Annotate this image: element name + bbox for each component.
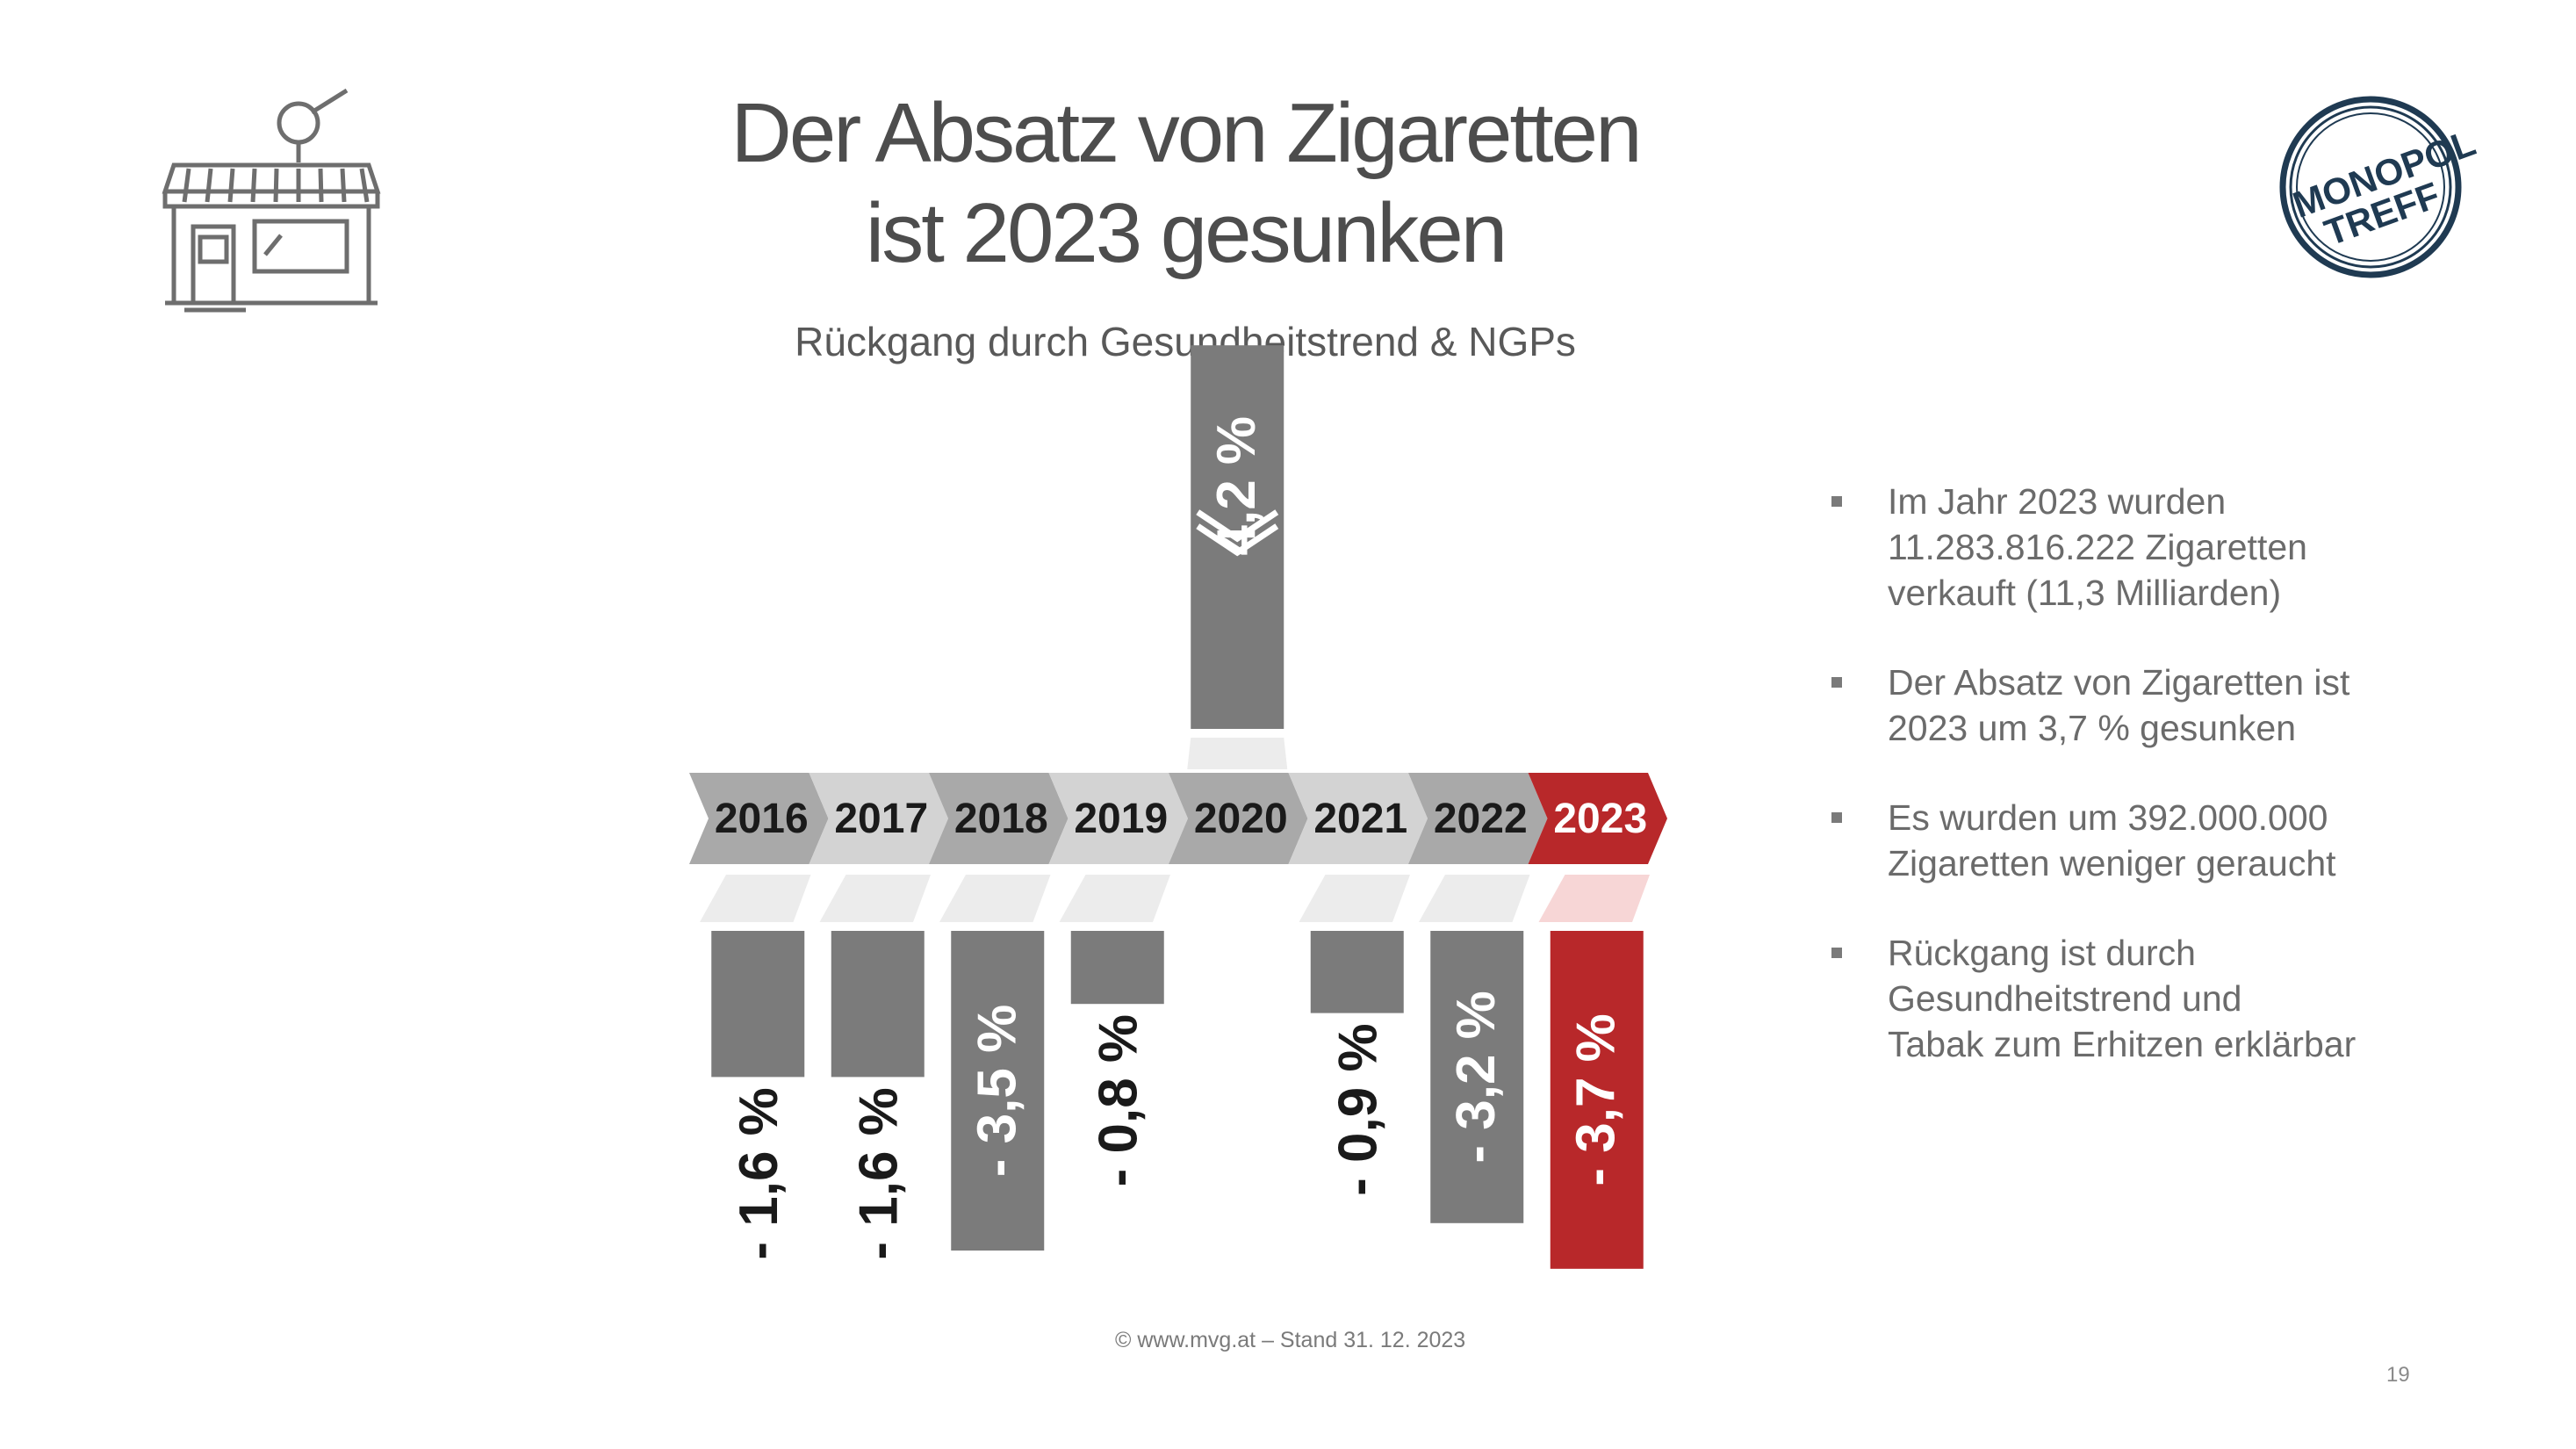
year-band-segment	[1288, 773, 1428, 864]
year-band-segment	[689, 773, 829, 864]
bar-shadow	[939, 875, 1051, 922]
bullet-marker	[1831, 496, 1842, 507]
year-band-segment	[1048, 773, 1188, 864]
bullet-list: Im Jahr 2023 wurden 11.283.816.222 Zigar…	[1826, 479, 2458, 1111]
year-label: 2016	[715, 796, 809, 842]
data-label: - 3,7 %	[1566, 1013, 1627, 1186]
year-band-segment	[809, 773, 948, 864]
page-number: 19	[2386, 1363, 2410, 1387]
bar-shadow	[1419, 875, 1530, 922]
year-label: 2019	[1074, 796, 1168, 842]
bullet-item: Der Absatz von Zigaretten ist 2023 um 3,…	[1826, 660, 2458, 751]
data-label: - 3,2 %	[1446, 991, 1507, 1163]
bullet-item: Im Jahr 2023 wurden 11.283.816.222 Zigar…	[1826, 479, 2458, 616]
bar	[1550, 931, 1644, 1269]
title-line-2: ist 2023 gesunken	[865, 186, 1507, 280]
data-label: 4,2 %	[1206, 416, 1267, 556]
year-label: 2018	[954, 796, 1048, 842]
bar-shadow	[700, 875, 811, 922]
bullet-marker	[1831, 948, 1842, 958]
source-note: © www.mvg.at – Stand 31. 12. 2023	[1115, 1328, 1466, 1352]
bar	[831, 931, 925, 1078]
year-band-segment	[1408, 773, 1548, 864]
title-line-1: Der Absatz von Zigaretten	[730, 86, 1643, 180]
year-label: 2020	[1194, 796, 1288, 842]
bar	[951, 931, 1045, 1251]
data-label: - 3,5 %	[967, 1005, 1027, 1177]
monopol-treff-logo: MONOPOL TREFF	[2279, 96, 2480, 278]
data-label: - 0,9 %	[1328, 1023, 1389, 1195]
bullet-item: Es wurden um 392.000.000 Zigaretten weni…	[1826, 795, 2458, 886]
bar-shadow	[1187, 738, 1288, 769]
bar	[1430, 931, 1524, 1223]
chevron-icon	[1196, 509, 1279, 543]
data-label: - 0,8 %	[1089, 1014, 1149, 1186]
year-band-segment	[1169, 773, 1308, 864]
bar	[1070, 931, 1164, 1005]
data-label: - 1,6 %	[729, 1087, 789, 1259]
page-title: Der Absatz von Zigaretten ist 2023 gesun…	[544, 83, 1826, 284]
bar-shadow	[1059, 875, 1170, 922]
year-band-segment	[1528, 773, 1667, 864]
year-label: 2023	[1553, 796, 1647, 842]
bullet-item: Rückgang ist durch Gesundheitstrend und …	[1826, 930, 2458, 1067]
year-band-segment	[929, 773, 1069, 864]
year-label: 2017	[834, 796, 928, 842]
year-label: 2022	[1434, 796, 1528, 842]
subtitle: Rückgang durch Gesundheitstrend & NGPs	[795, 319, 1576, 364]
bar	[1310, 931, 1404, 1013]
bullet-marker	[1831, 812, 1842, 823]
data-label: - 1,6 %	[849, 1087, 910, 1259]
bar	[711, 931, 805, 1078]
bar-shadow	[819, 875, 931, 922]
year-label: 2021	[1313, 796, 1407, 842]
bar-shadow	[1538, 875, 1650, 922]
bar-shadow	[1299, 875, 1410, 922]
bullet-marker	[1831, 677, 1842, 688]
shop-icon	[162, 88, 381, 313]
chevron-icon	[1196, 523, 1279, 557]
